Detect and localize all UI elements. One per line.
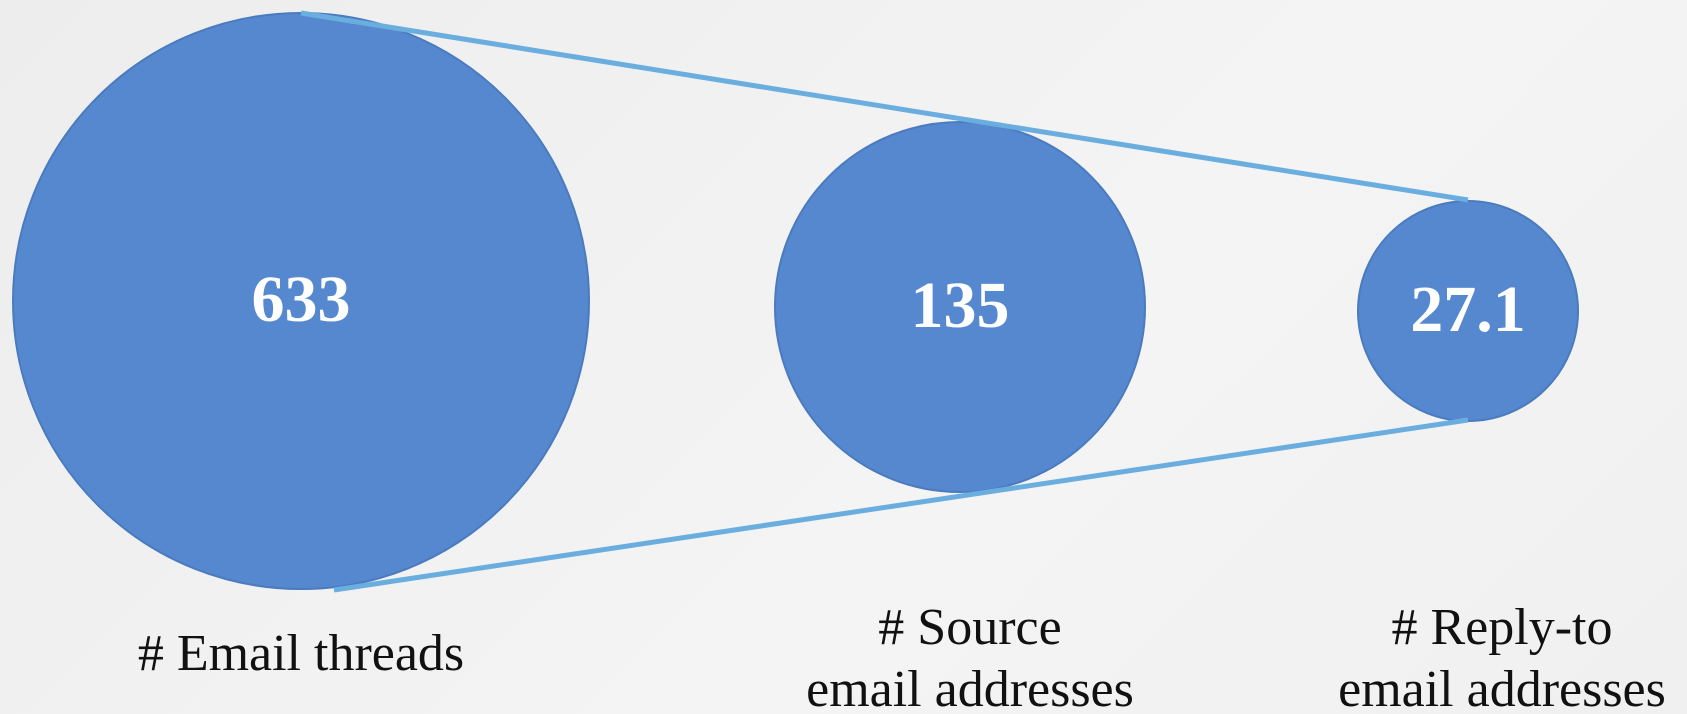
- circle: [774, 121, 1146, 493]
- item-label: email addresses: [806, 661, 1134, 714]
- funnel-line: [333, 417, 1469, 593]
- value-label: 27.1: [1410, 273, 1526, 346]
- item-label: # Reply-to: [1392, 599, 1613, 656]
- item-label: # Email threads: [138, 625, 464, 682]
- value-label: 633: [252, 263, 351, 336]
- item-label: email addresses: [1338, 661, 1666, 714]
- value-label: 135: [911, 269, 1010, 342]
- item-label: # Source: [878, 599, 1061, 656]
- funnel-line: [300, 10, 1469, 203]
